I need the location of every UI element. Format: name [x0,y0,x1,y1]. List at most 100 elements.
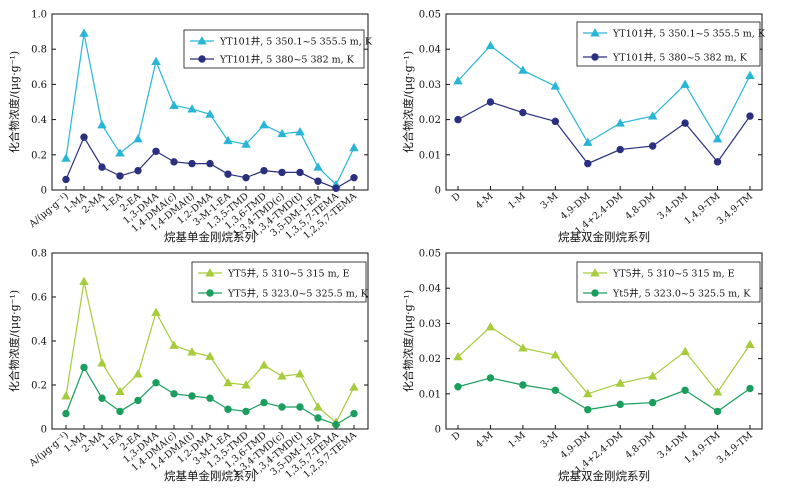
data-point [550,350,561,359]
data-point [616,145,624,154]
legend-swatch-marker [591,53,599,61]
data-point [188,392,196,400]
data-point [746,384,754,393]
data-point [647,111,658,120]
data-point [615,118,625,127]
data-point [115,386,125,396]
data-point [277,128,287,138]
data-point [260,166,268,175]
data-point [169,100,179,109]
data-point [79,276,89,286]
legend-label: YT5井, 5 310~5 315 m, E [612,268,735,280]
legend: YT101井, 5 350.1~5 355.5 m, K YT101井, 5 38… [183,29,373,69]
chart-panel-3: 00.20.40.60.8A/(μg·g⁻¹)1-MA2-MA1-EA2-EA1… [7,249,369,484]
data-point [313,162,323,171]
chart-panel-2: 00.010.020.030.040.05D 4-M 1-M 3-M4,9-DM1,4… [401,10,766,245]
data-point [188,159,196,168]
y-tick-label: 0.8 [31,249,47,260]
data-point [277,371,287,380]
y-axis-title: 化合物浓度/(μg·g⁻¹) [7,290,21,392]
data-point [151,56,161,65]
series-1 [453,322,755,398]
data-point [332,184,340,192]
data-point [314,177,322,185]
data-point [80,133,88,141]
data-point [518,343,528,352]
data-point [550,81,561,90]
data-point [169,340,179,349]
data-point [206,394,214,402]
y-tick-label: 0.01 [419,389,441,400]
data-point [259,120,269,129]
data-point [133,369,143,378]
data-point [224,170,232,178]
data-point [350,173,358,182]
data-point [551,117,560,126]
data-point [206,159,214,168]
y-tick-label: 0.01 [419,150,441,161]
data-point [242,407,250,416]
legend-label: YT5井, 5 310~5 315 m, E [227,268,350,280]
legend-label: YT5井, 5 323.0~5 325.5 m, K [227,288,369,300]
data-point [349,142,359,152]
x-tick-label: 3-M [539,430,561,451]
data-point [746,112,754,120]
data-point [241,380,251,389]
data-point [242,173,250,182]
data-point [296,168,304,177]
data-point [648,398,657,407]
data-point [519,108,527,117]
data-point [615,378,625,387]
series-2 [454,374,754,416]
data-point [116,407,124,416]
data-point [61,391,71,400]
x-tick-label: D [450,430,463,444]
y-axis-title: 化合物浓度/(μg·g⁻¹) [401,290,415,392]
x-axis-title: 烷基双金刚烷系列 [558,230,650,244]
data-point [62,409,70,418]
x-tick-label: 1-M [506,430,528,451]
data-point [187,347,197,356]
chart-panel-4: 00.010.020.030.040.05D 4-M 1-M 3-M4,9-DM1,4… [401,249,763,483]
data-point [97,358,107,367]
chart-panel-1: 00.20.40.60.81.0A/(μg·g⁻¹)1-MA2-MA1-EA2-… [7,10,373,245]
data-point [62,175,70,184]
data-point [314,414,322,422]
data-point [681,119,689,127]
legend-label: YT101井, 5 380~5 382 m, K [612,52,748,64]
data-point [295,127,305,136]
series-1 [453,40,755,146]
data-point [98,394,106,402]
data-point [486,98,495,106]
data-point [745,339,755,348]
legend-label: YT101井, 5 350.1~5 355.5 m, K [219,36,373,48]
y-tick-label: 0.4 [31,337,47,348]
legend-swatch-marker [205,268,215,277]
data-point [115,148,125,157]
data-point [453,76,463,85]
series-line [457,101,751,165]
legend-swatch-marker [590,28,600,37]
data-point [97,120,107,129]
data-point [151,307,161,316]
legend: YT5井, 5 310~5 315 m, E Yt5井, 5 323.0~5 32… [576,261,761,303]
data-point [134,396,142,405]
plot-frame [445,13,763,191]
data-point [224,405,232,413]
data-point [223,135,233,145]
data-point [616,400,624,409]
data-point [349,382,359,391]
legend-swatch-marker [590,268,600,277]
y-tick-label: 0.02 [419,354,441,365]
y-tick-label: 0.05 [419,249,441,260]
y-tick-label: 1.0 [31,10,47,21]
data-point [648,142,657,150]
data-point [583,388,593,398]
legend-swatch-marker [198,55,206,63]
data-point [680,346,690,356]
y-tick-label: 0.2 [31,150,47,161]
data-point [712,387,723,396]
data-point [241,139,251,148]
x-tick-label: 3,4,9-TM [715,191,755,227]
data-point [485,40,496,50]
